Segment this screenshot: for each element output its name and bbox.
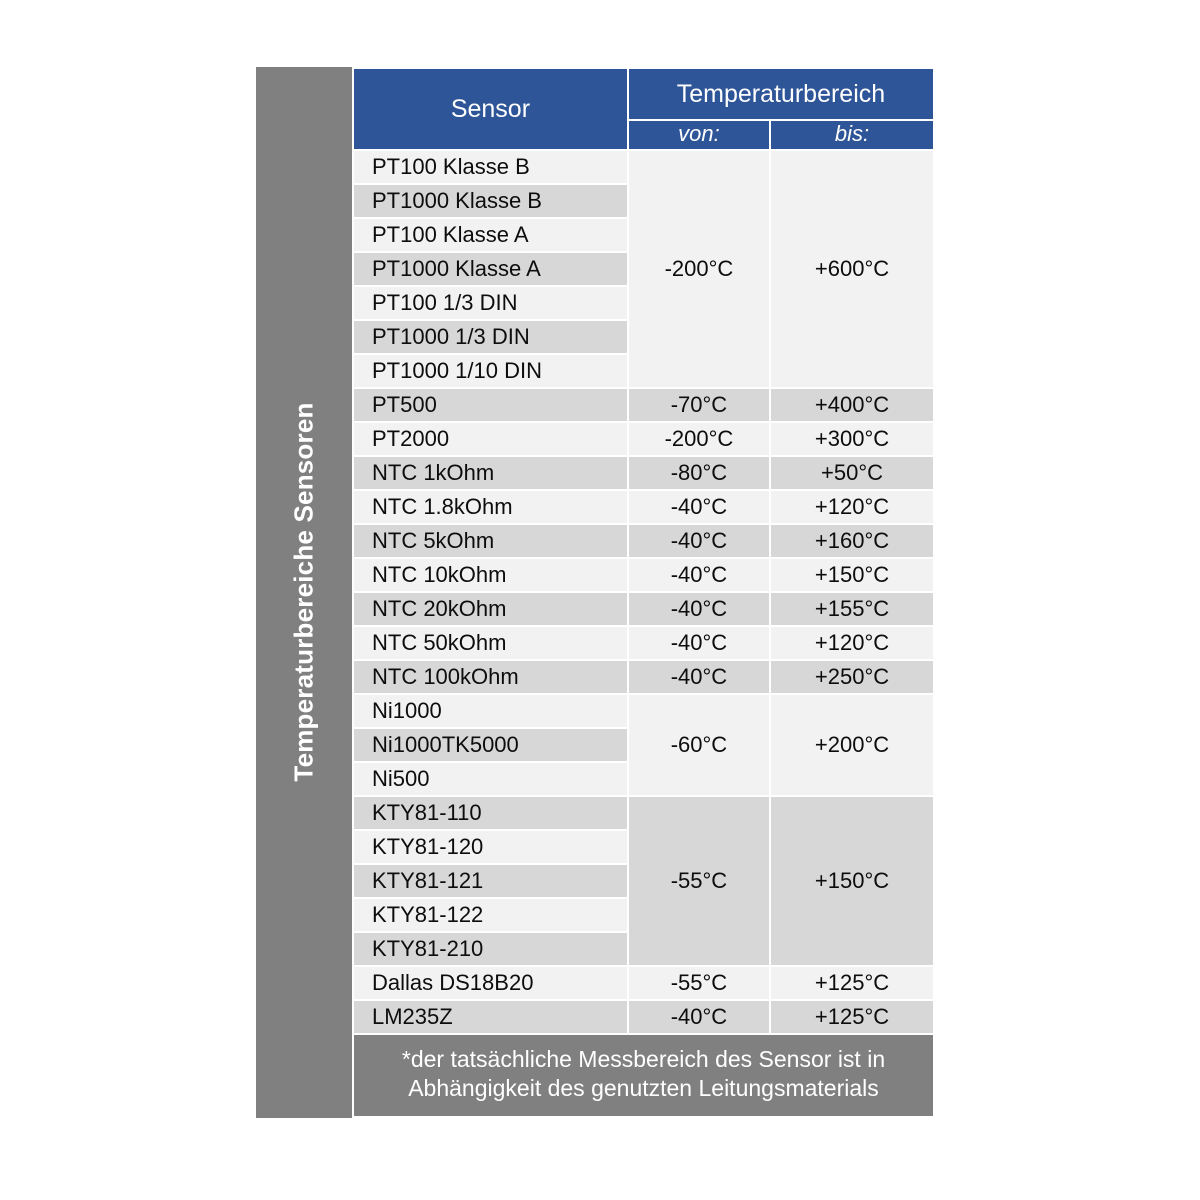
range-to-cell: +50°C	[771, 457, 933, 489]
column-header-from: von:	[628, 121, 770, 149]
range-to-cell: +160°C	[771, 525, 933, 557]
range-from-cell: -60°C	[628, 695, 770, 795]
sensor-name-cell: NTC 10kOhm	[354, 559, 627, 591]
table-row: PT100 Klasse B -200°C +600°C	[354, 151, 933, 387]
table-row: PT500 -70°C +400°C	[354, 389, 933, 421]
table-row: Ni1000TK5000	[354, 729, 933, 761]
table-row: KTY81-210	[354, 933, 933, 965]
table-row: KTY81-121	[354, 865, 933, 897]
table-row: PT100 Klasse A	[354, 219, 933, 251]
sensor-name-cell: NTC 5kOhm	[354, 525, 627, 557]
range-to-cell: +300°C	[771, 423, 933, 455]
sensor-name-cell: NTC 1.8kOhm	[354, 491, 627, 523]
table-row: KTY81-120	[354, 831, 933, 863]
range-from-cell: -200°C	[628, 423, 770, 455]
table-foot: *der tatsächliche Messbereich des Sensor…	[354, 1035, 933, 1116]
vertical-title-strip: Temperaturbereiche Sensoren	[256, 67, 352, 1118]
vertical-title-text: Temperaturbereiche Sensoren	[288, 402, 319, 783]
sensor-name-cell: PT100 1/3 DIN	[354, 287, 627, 319]
range-from-cell: -80°C	[628, 457, 770, 489]
sensor-name-cell: PT1000 1/10 DIN	[354, 355, 627, 387]
range-to-cell: +250°C	[771, 661, 933, 693]
sensor-name-cell: PT500	[354, 389, 627, 421]
table-row: PT100 1/3 DIN	[354, 287, 933, 319]
header-row-secondary: von: bis:	[354, 121, 933, 149]
sensor-name-cell: KTY81-122	[354, 899, 627, 931]
range-from-cell: -40°C	[628, 525, 770, 557]
sensor-name-cell: Ni500	[354, 763, 627, 795]
range-to-cell: +150°C	[771, 797, 933, 965]
sensor-name-cell: LM235Z	[354, 1001, 627, 1033]
range-to-cell: +200°C	[771, 695, 933, 795]
range-to-cell: +150°C	[771, 559, 933, 591]
sensor-name-cell: NTC 1kOhm	[354, 457, 627, 489]
table-row: KTY81-110 -55°C +150°C	[354, 797, 933, 965]
sensor-name-cell: PT2000	[354, 423, 627, 455]
range-to-cell: +120°C	[771, 627, 933, 659]
range-from-cell: -40°C	[628, 559, 770, 591]
range-to-cell: +125°C	[771, 1001, 933, 1033]
table-row: NTC 5kOhm -40°C +160°C	[354, 525, 933, 557]
table-row: PT2000 -200°C +300°C	[354, 423, 933, 455]
range-from-cell: -40°C	[628, 593, 770, 625]
table-row: NTC 1.8kOhm -40°C +120°C	[354, 491, 933, 523]
table-row: Ni1000 -60°C +200°C	[354, 695, 933, 795]
range-to-cell: +120°C	[771, 491, 933, 523]
table-row: Dallas DS18B20 -55°C +125°C	[354, 967, 933, 999]
range-from-cell: -200°C	[628, 151, 770, 387]
sensor-name-cell: PT1000 1/3 DIN	[354, 321, 627, 353]
table-row: NTC 1kOhm -80°C +50°C	[354, 457, 933, 489]
sensor-name-cell: Ni1000	[354, 695, 627, 727]
header-row-primary: Sensor Temperaturbereich	[354, 69, 933, 149]
sensor-name-cell: Ni1000TK5000	[354, 729, 627, 761]
sensor-name-cell: PT100 Klasse B	[354, 151, 627, 183]
range-from-cell: -70°C	[628, 389, 770, 421]
sensor-name-cell: NTC 50kOhm	[354, 627, 627, 659]
sensor-name-cell: Dallas DS18B20	[354, 967, 627, 999]
range-from-cell: -40°C	[628, 661, 770, 693]
table-row: LM235Z -40°C +125°C	[354, 1001, 933, 1033]
sensor-name-cell: KTY81-110	[354, 797, 627, 829]
range-from-cell: -40°C	[628, 491, 770, 523]
sensor-name-cell: PT1000 Klasse A	[354, 253, 627, 285]
column-header-sensor: Sensor	[354, 69, 627, 149]
sensor-name-cell: KTY81-210	[354, 933, 627, 965]
table-row: NTC 50kOhm -40°C +120°C	[354, 627, 933, 659]
table-head: Sensor Temperaturbereich von: bis:	[354, 69, 933, 149]
table-row: PT1000 Klasse B	[354, 185, 933, 217]
sensor-name-cell: NTC 100kOhm	[354, 661, 627, 693]
table-row: NTC 100kOhm -40°C +250°C	[354, 661, 933, 693]
table-row: NTC 10kOhm -40°C +150°C	[354, 559, 933, 591]
sensor-name-cell: PT100 Klasse A	[354, 219, 627, 251]
footnote-text: *der tatsächliche Messbereich des Sensor…	[354, 1035, 933, 1116]
sensor-name-cell: NTC 20kOhm	[354, 593, 627, 625]
sensor-name-cell: PT1000 Klasse B	[354, 185, 627, 217]
table-row: KTY81-122	[354, 899, 933, 931]
range-from-cell: -40°C	[628, 627, 770, 659]
table-row: Ni500	[354, 763, 933, 795]
range-to-cell: +125°C	[771, 967, 933, 999]
sensor-name-cell: KTY81-121	[354, 865, 627, 897]
table-row: PT1000 1/10 DIN	[354, 355, 933, 387]
range-to-cell: +400°C	[771, 389, 933, 421]
table-body: PT100 Klasse B -200°C +600°C PT1000 Klasse …	[354, 151, 933, 1033]
range-from-cell: -40°C	[628, 1001, 770, 1033]
column-header-to: bis:	[771, 121, 933, 149]
range-from-cell: -55°C	[628, 967, 770, 999]
table-row: PT1000 Klasse A	[354, 253, 933, 285]
table-row: NTC 20kOhm -40°C +155°C	[354, 593, 933, 625]
range-to-cell: +155°C	[771, 593, 933, 625]
column-header-temperature-range: Temperaturbereich	[628, 69, 933, 119]
sensor-temperature-range-table-wrapper: Temperaturbereiche Sensoren Sensor Tempe…	[256, 67, 935, 1118]
footnote-row: *der tatsächliche Messbereich des Sensor…	[354, 1035, 933, 1116]
range-to-cell: +600°C	[771, 151, 933, 387]
table-row: PT1000 1/3 DIN	[354, 321, 933, 353]
range-from-cell: -55°C	[628, 797, 770, 965]
sensor-table: Sensor Temperaturbereich von: bis: PT100…	[352, 67, 935, 1118]
sensor-name-cell: KTY81-120	[354, 831, 627, 863]
